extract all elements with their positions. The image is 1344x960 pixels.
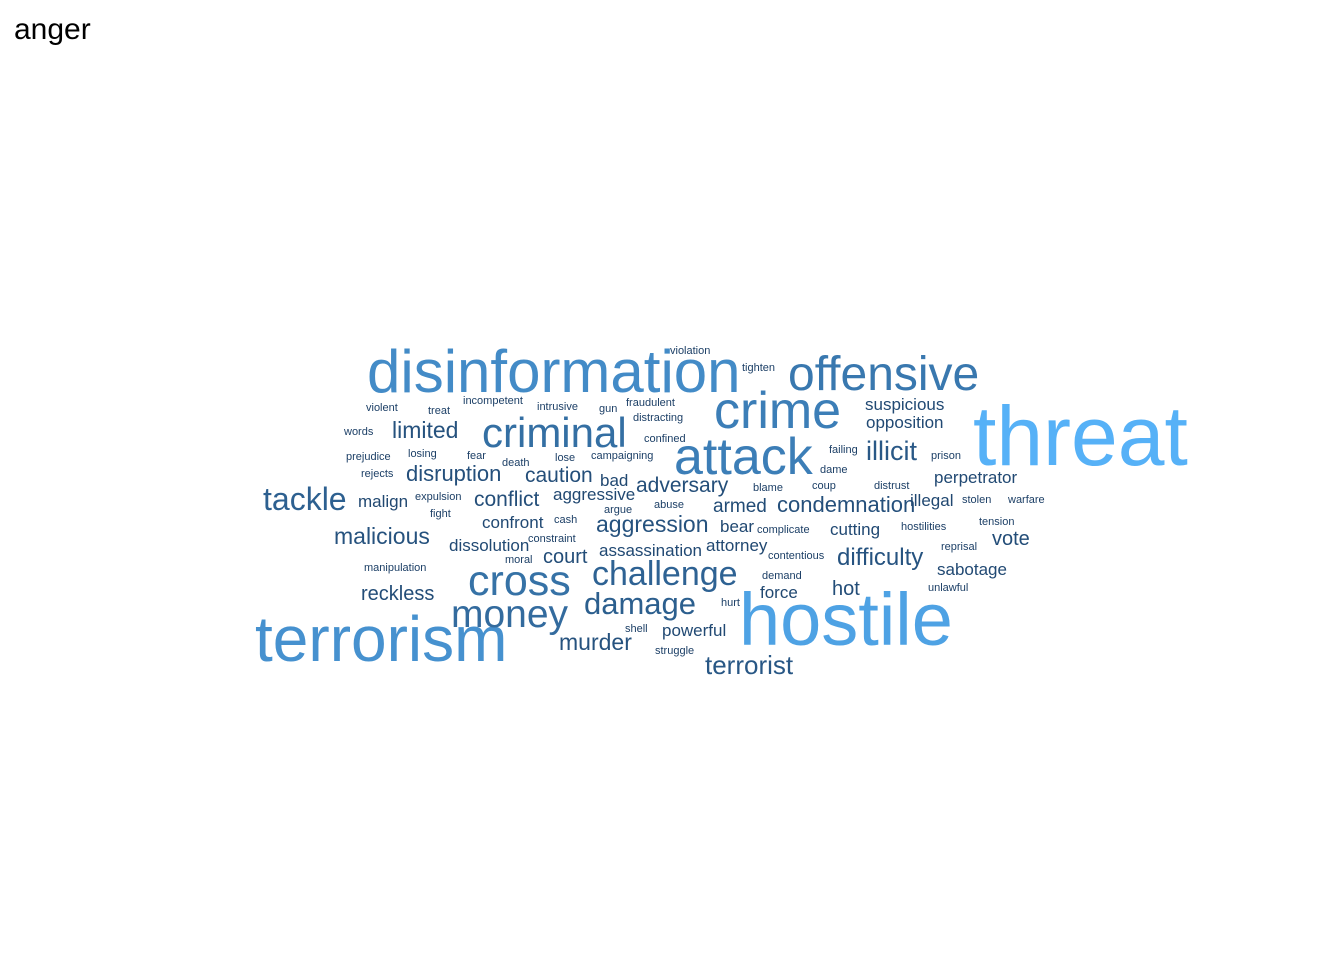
word-lose: lose xyxy=(555,452,575,464)
word-disruption: disruption xyxy=(406,461,501,486)
word-challenge: challenge xyxy=(592,555,738,593)
word-hostile: hostile xyxy=(739,578,953,661)
word-hurt: hurt xyxy=(721,597,740,609)
word-manipulation: manipulation xyxy=(364,562,426,574)
word-failing: failing xyxy=(829,444,858,456)
word-losing: losing xyxy=(408,448,437,460)
word-court: court xyxy=(543,546,588,568)
word-vote: vote xyxy=(992,528,1030,550)
word-illicit: illicit xyxy=(866,436,917,466)
word-gun: gun xyxy=(599,403,617,415)
word-dame: dame xyxy=(820,464,848,476)
word-assassination: assassination xyxy=(599,541,702,560)
word-terrorism: terrorism xyxy=(255,603,507,675)
word-prison: prison xyxy=(931,450,961,462)
word-malign: malign xyxy=(358,492,408,511)
word-tension: tension xyxy=(979,516,1014,528)
word-dissolution: dissolution xyxy=(449,536,529,555)
word-threat: threat xyxy=(973,389,1188,483)
word-abuse: abuse xyxy=(654,499,684,511)
word-prejudice: prejudice xyxy=(346,451,391,463)
word-complicate: complicate xyxy=(757,524,810,536)
word-expulsion: expulsion xyxy=(415,491,461,503)
word-tighten: tighten xyxy=(742,362,775,374)
word-aggressive: aggressive xyxy=(553,485,635,504)
word-fight: fight xyxy=(430,508,451,520)
word-opposition: opposition xyxy=(866,413,944,432)
word-damage: damage xyxy=(584,586,696,621)
word-armed: armed xyxy=(713,496,767,517)
word-fear: fear xyxy=(467,450,486,462)
word-attorney: attorney xyxy=(706,536,768,555)
word-incompetent: incompetent xyxy=(463,395,523,407)
word-bad: bad xyxy=(600,471,628,490)
word-campaigning: campaigning xyxy=(591,450,653,462)
word-murder: murder xyxy=(559,629,632,655)
word-warfare: warfare xyxy=(1007,494,1045,506)
word-confined: confined xyxy=(644,433,686,445)
word-rejects: rejects xyxy=(361,468,394,480)
word-force: force xyxy=(760,583,798,602)
word-stolen: stolen xyxy=(962,494,991,506)
word-distracting: distracting xyxy=(633,412,683,424)
word-struggle: struggle xyxy=(655,645,694,657)
word-contentious: contentious xyxy=(768,550,825,562)
word-bear: bear xyxy=(720,517,754,536)
word-confront: confront xyxy=(482,513,544,532)
word-reckless: reckless xyxy=(361,583,434,605)
word-suspicious: suspicious xyxy=(865,395,944,414)
word-cross: cross xyxy=(468,557,571,605)
word-demand: demand xyxy=(762,570,802,582)
word-terrorist: terrorist xyxy=(705,650,794,680)
word-disinformation: disinformation xyxy=(367,338,741,405)
word-argue: argue xyxy=(604,504,632,516)
chart-title: anger xyxy=(14,13,91,46)
word-illegal: illegal xyxy=(910,491,953,510)
word-sabotage: sabotage xyxy=(937,560,1007,579)
word-violent: violent xyxy=(366,402,398,414)
word-moral: moral xyxy=(505,554,533,566)
word-money: money xyxy=(451,593,569,636)
word-limited: limited xyxy=(392,417,458,443)
word-difficulty: difficulty xyxy=(837,544,923,571)
word-malicious: malicious xyxy=(334,523,430,549)
word-conflict: conflict xyxy=(474,488,540,511)
word-aggression: aggression xyxy=(596,511,709,537)
word-tackle: tackle xyxy=(263,481,347,517)
word-caution: caution xyxy=(525,464,593,487)
word-cash: cash xyxy=(554,514,577,526)
word-words: words xyxy=(343,426,374,438)
word-offensive: offensive xyxy=(788,348,979,401)
word-powerful: powerful xyxy=(662,621,726,640)
word-hot: hot xyxy=(832,578,860,600)
word-criminal: criminal xyxy=(482,409,627,456)
word-shell: shell xyxy=(625,623,648,635)
word-adversary: adversary xyxy=(636,474,729,497)
word-violation: violation xyxy=(670,345,710,357)
word-death: death xyxy=(502,457,530,469)
word-cutting: cutting xyxy=(830,520,880,539)
word-fraudulent: fraudulent xyxy=(626,397,675,409)
word-constraint: constraint xyxy=(528,533,576,545)
word-reprisal: reprisal xyxy=(941,541,977,553)
word-condemnation: condemnation xyxy=(777,492,915,517)
word-treat: treat xyxy=(428,405,450,417)
word-hostilities: hostilities xyxy=(901,521,947,533)
word-coup: coup xyxy=(812,480,836,492)
word-blame: blame xyxy=(753,482,783,494)
word-perpetrator: perpetrator xyxy=(934,468,1017,487)
word-crime: crime xyxy=(714,382,841,440)
word-intrusive: intrusive xyxy=(537,401,578,413)
word-unlawful: unlawful xyxy=(928,582,968,594)
word-attack: attack xyxy=(674,428,814,486)
word-distrust: distrust xyxy=(874,480,909,492)
